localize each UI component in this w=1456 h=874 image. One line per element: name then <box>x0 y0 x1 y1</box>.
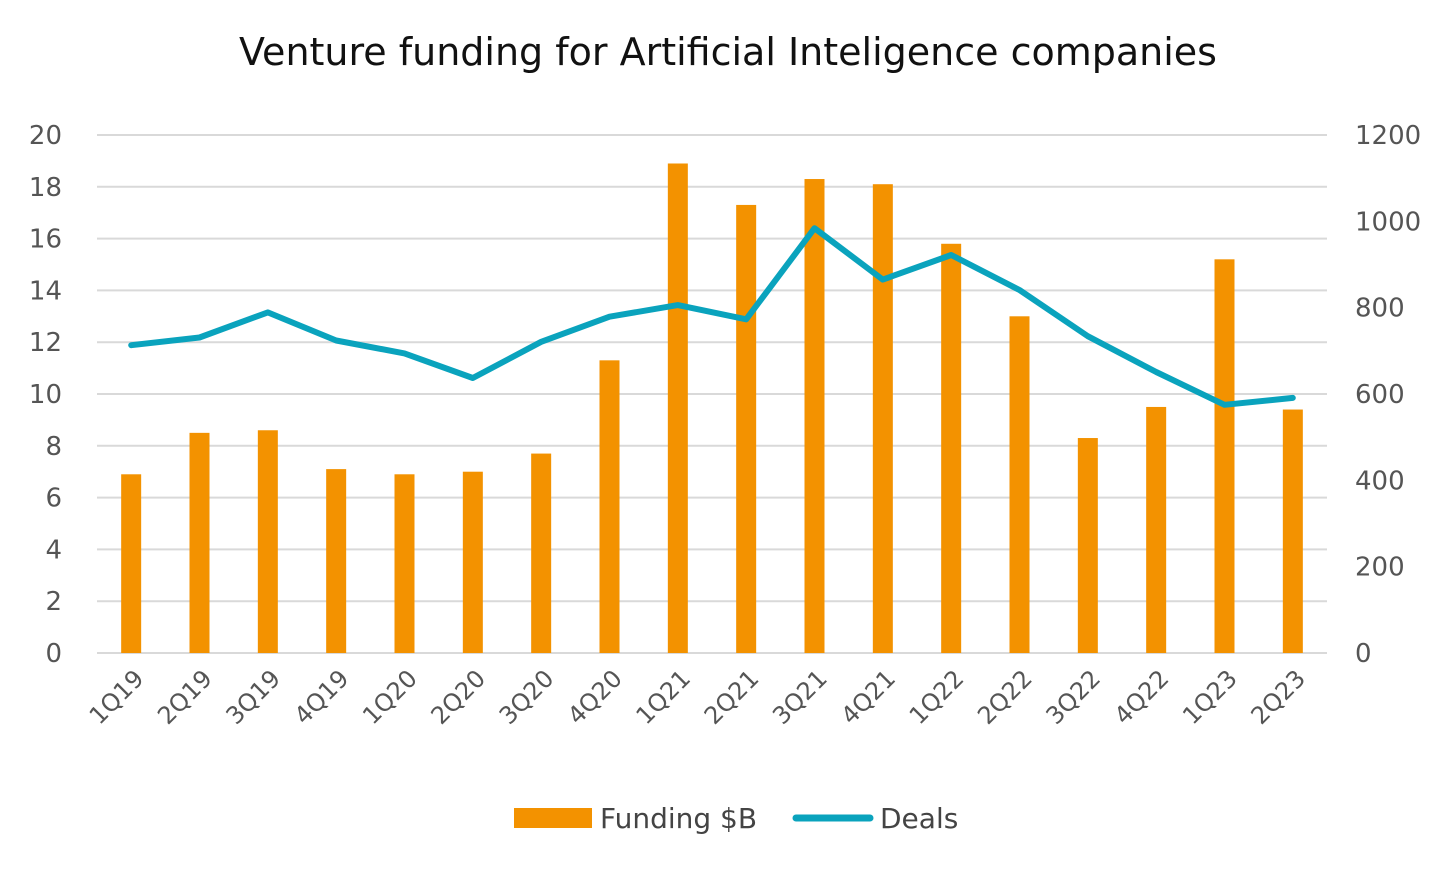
funding-bar-4Q19 <box>326 469 347 653</box>
funding-bar-2Q21 <box>736 204 757 653</box>
category-label: 4Q21 <box>836 664 902 730</box>
funding-bar-4Q20 <box>599 360 620 653</box>
deals-point-1Q21 <box>677 304 679 306</box>
deals-point-3Q20 <box>540 341 542 343</box>
gridlines <box>97 134 1327 654</box>
category-label: 1Q22 <box>904 664 970 730</box>
left-axis-tick-label: 10 <box>29 380 62 410</box>
funding-bar-3Q20 <box>531 453 552 653</box>
right-axis-tick-label: 0 <box>1355 639 1372 669</box>
funding-bar-3Q22 <box>1077 438 1098 653</box>
left-axis-tick-label: 4 <box>45 535 62 565</box>
left-axis-tick-label: 6 <box>45 484 62 514</box>
left-axis-tick-label: 20 <box>29 121 62 151</box>
deals-point-2Q20 <box>472 377 474 379</box>
deals-point-4Q20 <box>609 316 610 318</box>
category-label: 1Q19 <box>84 664 150 730</box>
left-axis-tick-label: 18 <box>29 173 62 203</box>
category-label: 3Q20 <box>494 664 560 730</box>
deals-point-2Q21 <box>745 318 747 320</box>
deals-point-4Q22 <box>1155 371 1157 373</box>
category-axis-labels: 1Q19 2Q19 3Q19 4Q19 1Q20 2Q20 3Q20 4Q20 1Q21 2Q21… <box>84 664 1311 730</box>
category-label: 1Q21 <box>631 664 697 730</box>
category-label: 2Q20 <box>426 664 492 730</box>
category-label: 1Q20 <box>357 664 423 730</box>
category-label: 3Q21 <box>767 664 833 730</box>
deals-point-1Q22 <box>950 254 952 256</box>
left-axis-ticks: 0 2 4 6 8 10 12 14 16 18 20 <box>29 121 62 669</box>
funding-bar-1Q22 <box>941 243 962 653</box>
right-axis-tick-label: 200 <box>1355 553 1405 583</box>
deals-point-1Q19 <box>130 344 132 346</box>
funding-bar-1Q20 <box>394 474 415 653</box>
funding-bars <box>121 163 1303 654</box>
deals-point-1Q20 <box>404 352 405 354</box>
legend-funding-swatch <box>514 808 592 828</box>
right-axis-ticks: 0 200 400 600 800 1000 1200 <box>1355 121 1421 669</box>
deals-point-4Q19 <box>335 339 337 341</box>
deals-point-1Q23 <box>1224 404 1225 406</box>
category-label: 2Q21 <box>699 664 765 730</box>
deals-point-2Q23 <box>1292 397 1294 399</box>
funding-bar-2Q19 <box>189 432 210 653</box>
deals-point-4Q21 <box>882 279 884 281</box>
category-label: 2Q23 <box>1246 664 1312 730</box>
funding-bar-2Q22 <box>1009 316 1030 653</box>
left-axis-tick-label: 16 <box>29 225 62 255</box>
left-axis-tick-label: 14 <box>29 276 62 306</box>
legend-funding-label: Funding $B <box>600 802 757 835</box>
deals-point-2Q22 <box>1019 289 1020 291</box>
funding-bar-3Q21 <box>804 179 825 653</box>
right-axis-tick-label: 800 <box>1355 294 1405 324</box>
category-label: 3Q19 <box>221 664 287 730</box>
funding-bar-1Q23 <box>1214 259 1235 653</box>
left-axis-tick-label: 8 <box>45 432 62 462</box>
deals-line <box>128 225 1296 408</box>
category-label: 4Q20 <box>562 664 628 730</box>
category-label: 4Q22 <box>1109 664 1175 730</box>
deals-point-3Q21 <box>814 227 815 229</box>
deals-point-3Q22 <box>1087 335 1089 337</box>
category-label: 2Q22 <box>972 664 1038 730</box>
left-axis-tick-label: 2 <box>45 587 62 617</box>
deals-point-3Q19 <box>267 311 269 313</box>
funding-bar-2Q20 <box>462 471 483 653</box>
deals-point-2Q19 <box>199 336 200 338</box>
category-label: 2Q19 <box>152 664 218 730</box>
funding-bar-1Q21 <box>667 163 688 654</box>
right-axis-tick-label: 600 <box>1355 380 1405 410</box>
legend: Funding $B Deals <box>514 802 958 835</box>
funding-bar-2Q23 <box>1282 409 1303 653</box>
category-label: 3Q22 <box>1041 664 1107 730</box>
funding-bar-3Q19 <box>257 430 278 653</box>
left-axis-tick-label: 12 <box>29 328 62 358</box>
chart-title: Venture funding for Artificial Inteligen… <box>239 30 1217 74</box>
funding-bar-1Q19 <box>121 474 142 653</box>
right-axis-tick-label: 400 <box>1355 466 1405 496</box>
deals-line-layer <box>128 225 1296 408</box>
category-label: 1Q23 <box>1177 664 1243 730</box>
left-axis-tick-label: 0 <box>45 639 62 669</box>
right-axis-tick-label: 1000 <box>1355 207 1421 237</box>
legend-deals-label: Deals <box>880 802 958 835</box>
category-label: 4Q19 <box>289 664 355 730</box>
funding-bar-4Q21 <box>872 184 893 653</box>
funding-bar-4Q22 <box>1146 406 1167 653</box>
right-axis-tick-label: 1200 <box>1355 121 1421 151</box>
